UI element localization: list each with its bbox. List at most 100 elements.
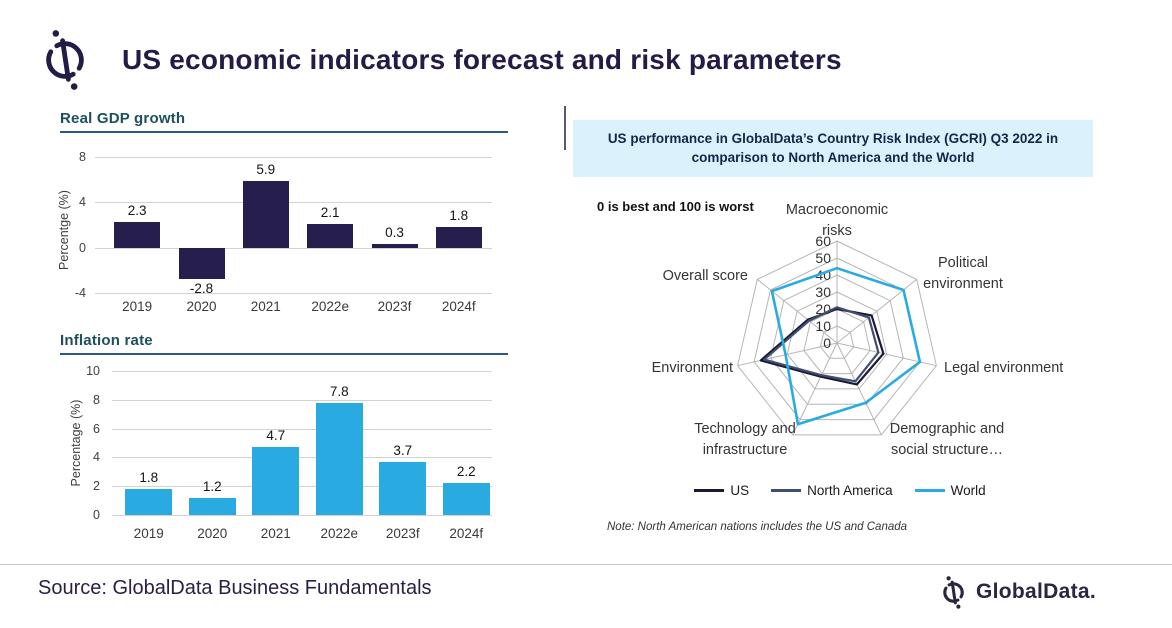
radar-tick-label: 30 xyxy=(815,284,831,300)
radar-axis-label: infrastructure xyxy=(703,442,788,458)
y-tick-label: 2 xyxy=(93,479,100,494)
category-label: 2019 xyxy=(133,526,164,541)
bar xyxy=(125,489,173,515)
gridline xyxy=(95,247,492,249)
bar xyxy=(315,402,363,515)
radar-tick-label: 0 xyxy=(823,335,831,351)
gridline xyxy=(112,486,492,488)
gridline xyxy=(112,515,492,516)
radar-tick-label: 50 xyxy=(815,250,831,266)
y-tick-label: 4 xyxy=(93,450,100,465)
bar-value-label: 5.9 xyxy=(256,161,276,177)
bar xyxy=(379,461,427,515)
bar xyxy=(188,497,236,515)
bar-value-label: -2.8 xyxy=(189,281,214,297)
radar-tick-label: 10 xyxy=(815,318,831,334)
y-tick-label: 0 xyxy=(93,508,100,522)
gdp-title-rule xyxy=(60,131,508,133)
bar xyxy=(435,227,482,248)
radar-spoke xyxy=(836,342,882,436)
radar-spoke xyxy=(792,342,838,436)
category-label: 2020 xyxy=(197,526,228,541)
legend-label: World xyxy=(950,483,986,498)
y-tick-label: 8 xyxy=(93,392,100,407)
source-attribution: Source: GlobalData Business Fundamentals xyxy=(38,577,432,599)
radar-axis-label: Overall score xyxy=(663,268,748,284)
radar-legend: US North America World xyxy=(587,483,1093,498)
y-axis-title: Percentage (%) xyxy=(69,399,83,487)
radar-spoke xyxy=(756,279,838,344)
column-divider-line xyxy=(564,106,566,150)
radar-tick-label: 60 xyxy=(815,233,831,249)
y-axis-title: Percentge (%) xyxy=(57,190,71,270)
bar xyxy=(178,247,225,280)
radar-ring xyxy=(770,274,904,405)
bar xyxy=(252,447,300,515)
radar-ring xyxy=(819,325,855,359)
category-label: 2020 xyxy=(186,299,217,314)
bar xyxy=(442,483,490,515)
y-tick-label: 10 xyxy=(86,364,100,378)
radar-series-north-america xyxy=(763,306,880,383)
category-label: 2024f xyxy=(449,526,484,541)
bar-value-label: 2.2 xyxy=(456,464,476,480)
legend-label: North America xyxy=(807,483,893,498)
bar-value-label: 4.7 xyxy=(266,428,286,444)
inflation-title-rule xyxy=(60,353,508,355)
gridline xyxy=(95,202,492,204)
globaldata-wordmark: GlobalData. xyxy=(976,580,1096,603)
globaldata-logo-icon xyxy=(46,30,84,90)
bar-value-label: 1.2 xyxy=(202,478,222,494)
gcri-radar-chart: 0102030405060MacroeconomicrisksPolitical… xyxy=(652,202,1064,458)
gridline xyxy=(95,293,492,294)
category-label: 2022e xyxy=(320,526,359,541)
globaldata-footer-logo-icon xyxy=(943,576,964,609)
gridline xyxy=(112,371,492,372)
legend-swatch xyxy=(914,489,945,492)
gridline xyxy=(112,399,492,401)
legend-label: US xyxy=(730,483,750,498)
legend-item: US xyxy=(694,483,749,498)
radar-axis-label: Environment xyxy=(652,360,733,376)
radar-axis-label: Technology and xyxy=(694,421,796,437)
bar-value-label: 2.1 xyxy=(320,204,340,220)
radar-axis-label: Demographic and xyxy=(890,421,1004,437)
y-tick-label: 8 xyxy=(79,150,86,164)
category-label: 2023f xyxy=(377,299,412,314)
bar xyxy=(242,180,289,248)
gdp-bar-chart: 8 4 0 -4 2.3 2019 -2.8 2020 5.9 2021 2.1 2022e 0.3 20… xyxy=(57,138,510,328)
category-label: 2019 xyxy=(122,299,153,314)
radar-ring xyxy=(803,308,871,375)
radar-scale-note: 0 is best and 100 is worst xyxy=(597,199,754,214)
gdp-chart-title: Real GDP growth xyxy=(60,110,186,127)
gridline xyxy=(112,428,492,430)
radar-footnote: Note: North American nations includes th… xyxy=(607,521,908,533)
inflation-chart-title: Inflation rate xyxy=(60,332,153,349)
page-title: US economic indicators forecast and risk… xyxy=(122,44,842,75)
radar-axis-label: Legal environment xyxy=(944,360,1063,376)
category-label: 2021 xyxy=(250,299,281,314)
category-label: 2024f xyxy=(441,299,476,314)
bar xyxy=(371,244,418,248)
gridline xyxy=(112,457,492,459)
category-label: 2023f xyxy=(385,526,420,541)
radar-axis-label: environment xyxy=(923,276,1003,292)
radar-axis-label: social structure… xyxy=(891,442,1003,458)
y-tick-label: 6 xyxy=(93,421,100,436)
bar-value-label: 7.8 xyxy=(329,383,349,399)
bar-value-label: 3.7 xyxy=(393,442,413,458)
legend-swatch xyxy=(771,489,802,492)
radar-axis-label: Macroeconomic xyxy=(786,202,888,218)
bar-value-label: 2.3 xyxy=(127,202,147,218)
y-tick-label: 0 xyxy=(79,240,86,255)
bar-value-label: 1.8 xyxy=(449,208,469,224)
risk-index-heading: US performance in GlobalData’s Country R… xyxy=(573,120,1093,177)
legend-item: World xyxy=(914,483,986,498)
gridline xyxy=(95,157,492,158)
footer-divider xyxy=(0,564,1172,565)
category-label: 2021 xyxy=(260,526,291,541)
radar-ring xyxy=(786,291,888,390)
bar xyxy=(114,221,161,248)
y-tick-label: 4 xyxy=(79,195,86,210)
radar-axis-label: Political xyxy=(938,255,988,271)
